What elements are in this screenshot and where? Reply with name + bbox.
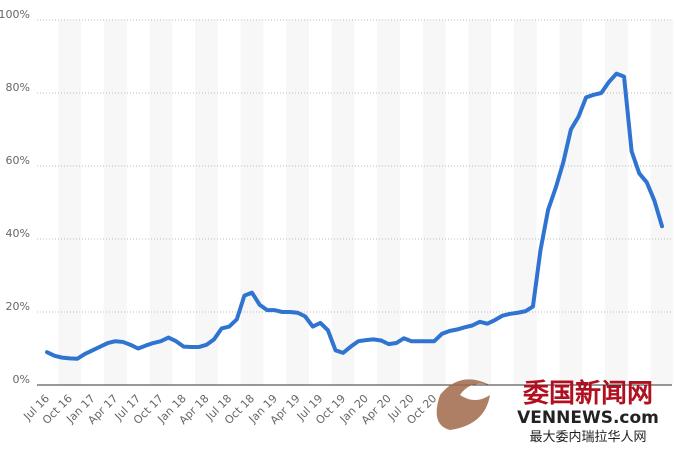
line: [45, 71, 664, 361]
bands: [58, 20, 674, 385]
y-tick-label: 40%: [6, 227, 30, 240]
watermark-slogan: 最大委内瑞拉华人网: [529, 429, 646, 445]
y-tick-label: 80%: [6, 81, 30, 94]
y-tick-label: 20%: [6, 300, 30, 313]
watermark-site: VENNEWS.com: [517, 408, 659, 428]
band: [195, 20, 218, 385]
band: [513, 20, 537, 385]
band: [650, 20, 674, 385]
watermark-title: 委国新闻网: [523, 378, 653, 409]
watermark: 委国新闻网 VENNEWS.com 最大委内瑞拉华人网: [436, 378, 659, 445]
y-tick-label: 0%: [13, 373, 30, 386]
y-tick-label: 100%: [0, 8, 30, 21]
band: [240, 20, 264, 385]
band: [149, 20, 173, 385]
band: [286, 20, 309, 385]
band: [331, 20, 355, 385]
band: [422, 20, 446, 385]
band: [605, 20, 628, 385]
y-tick-label: 60%: [6, 154, 30, 167]
band: [468, 20, 492, 385]
logo: [436, 379, 490, 430]
band: [103, 20, 127, 385]
band: [58, 20, 82, 385]
band: [377, 20, 401, 385]
band: [559, 20, 583, 385]
